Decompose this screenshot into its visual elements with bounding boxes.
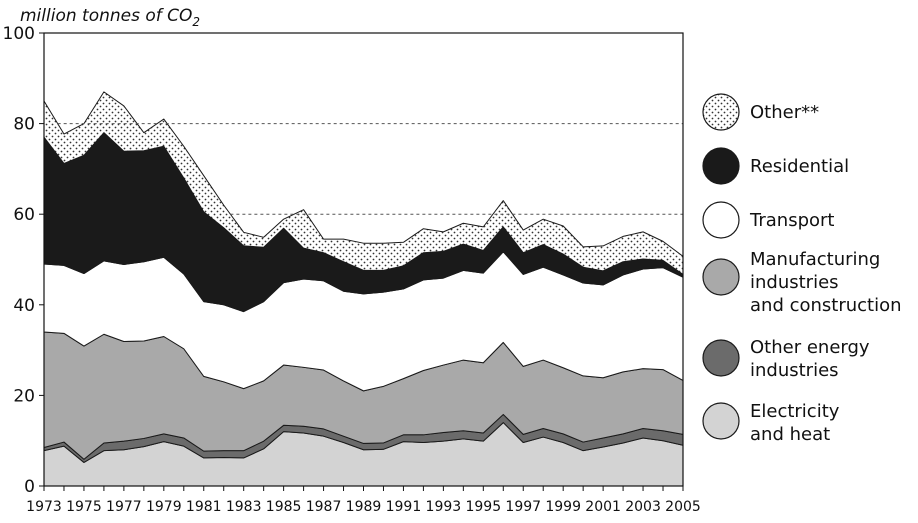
x-tick-label: 1989	[346, 499, 382, 515]
y-tick-label: 80	[13, 115, 35, 135]
y-axis-label: million tonnes of CO2	[20, 6, 200, 29]
legend-swatch	[702, 258, 740, 296]
y-tick-label: 40	[13, 296, 35, 316]
x-tick-label: 1981	[186, 499, 222, 515]
x-tick-label: 1983	[226, 499, 262, 515]
x-tick-label: 1995	[465, 499, 501, 515]
x-tick-label: 1997	[505, 499, 541, 515]
legend-label: Electricity and heat	[750, 401, 840, 445]
legend-swatch	[702, 402, 740, 440]
legend-label: Residential	[750, 156, 849, 177]
y-tick-label: 20	[13, 386, 35, 406]
legend-label: Other**	[750, 102, 819, 123]
legend-item-other: Other**	[702, 93, 819, 131]
x-tick-label: 1973	[26, 499, 62, 515]
legend-swatch	[702, 201, 740, 239]
legend-item-residential: Residential	[702, 147, 849, 185]
legend-label: Transport	[749, 210, 834, 231]
legend-item-manufacturing-industries-and-construction: Manufacturing industries and construction	[702, 249, 902, 316]
legend-label: Other energy industries	[750, 337, 870, 381]
legend-item-electricity-and-heat: Electricity and heat	[702, 401, 840, 445]
y-tick-label: 0	[24, 477, 35, 497]
x-tick-label: 2003	[625, 499, 661, 515]
x-tick-label: 1985	[266, 499, 302, 515]
x-tick-label: 1977	[106, 499, 142, 515]
legend: Other** Residential Transport Manufacturing…	[702, 93, 902, 445]
legend-item-transport: Transport	[702, 201, 834, 239]
y-tick-label: 100	[3, 24, 35, 44]
legend-item-other-energy-industries: Other energy industries	[702, 337, 870, 381]
legend-swatch	[702, 147, 740, 185]
x-tick-label: 2001	[585, 499, 621, 515]
area-layers	[43, 91, 684, 487]
legend-swatch	[702, 93, 740, 131]
legend-label: Manufacturing industries and construction	[750, 249, 902, 316]
reference-lines	[57, 123, 683, 215]
x-tick-label: 2005	[665, 499, 701, 515]
y-tick-label: 60	[13, 205, 35, 225]
x-tick-label: 1979	[146, 499, 182, 515]
legend-swatch	[702, 339, 740, 377]
x-tick-label: 1991	[386, 499, 422, 515]
x-tick-label: 1993	[426, 499, 462, 515]
x-tick-label: 1987	[306, 499, 342, 515]
x-tick-label: 1975	[66, 499, 102, 515]
axes: 0 20 40 60 80 100 1973 1975 1977 1979 1981 1983 1985…	[3, 24, 701, 515]
x-tick-label: 1999	[545, 499, 581, 515]
